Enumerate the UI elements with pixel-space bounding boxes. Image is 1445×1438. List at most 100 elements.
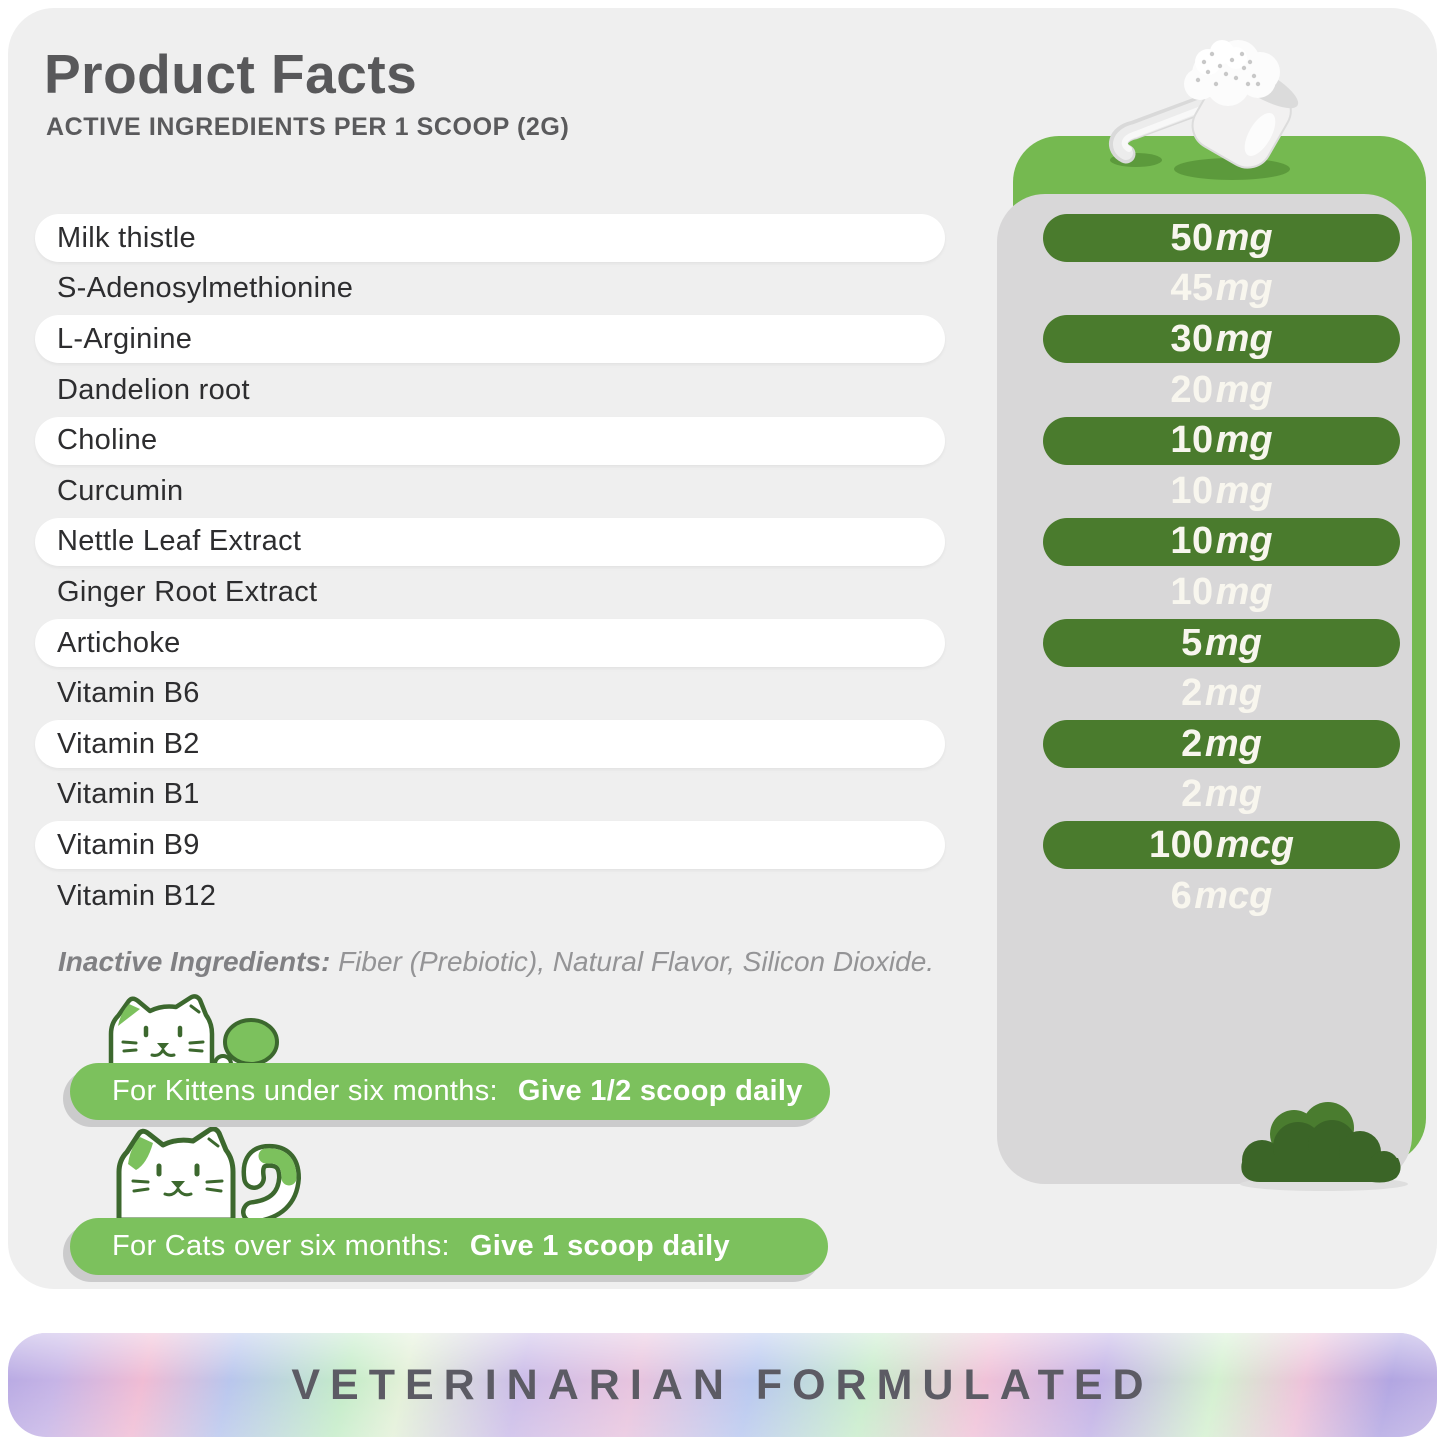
- page-title: Product Facts: [44, 43, 418, 105]
- amount-row: 2 mg: [1043, 770, 1400, 821]
- powder-scoop-icon: [1109, 40, 1299, 180]
- amount-pill: 50 mg: [1043, 214, 1400, 263]
- amount-row: 10 mg: [1043, 415, 1400, 466]
- amount-pill: 10 mg: [1043, 517, 1400, 566]
- amount-value: 10: [1170, 469, 1214, 512]
- amount-value: 10: [1170, 570, 1214, 613]
- amount-row: 100 mcg: [1043, 820, 1400, 871]
- ingredient-name: Vitamin B2: [57, 727, 200, 760]
- amount-row: 30 mg: [1043, 314, 1400, 365]
- amount-pill: 20 mg: [1043, 366, 1400, 414]
- veterinarian-formulated-banner: VETERINARIAN FORMULATED: [8, 1333, 1437, 1437]
- ingredient-name: Vitamin B6: [57, 677, 200, 710]
- ingredient-pill: Vitamin B2: [35, 720, 945, 769]
- inactive-ingredients: Inactive Ingredients: Fiber (Prebiotic),…: [58, 946, 934, 978]
- amounts-panel: 50 mg 45 mg 30 mg 20 mg 10 mg 10 mg 10 mg 10 mg 5 mg 2 mg 2 m…: [997, 136, 1426, 1184]
- ingredient-name: S-Adenosylmethionine: [57, 272, 354, 305]
- amount-unit: mg: [1215, 520, 1273, 563]
- ingredient-row: Vitamin B1: [35, 770, 945, 821]
- amount-unit: mg: [1215, 368, 1273, 411]
- amount-unit: mcg: [1194, 874, 1273, 917]
- ingredient-name: Vitamin B12: [57, 879, 217, 912]
- amount-unit: mg: [1215, 267, 1273, 310]
- amount-unit: mg: [1204, 722, 1262, 765]
- ingredient-pill: S-Adenosylmethionine: [35, 265, 945, 313]
- ingredient-row: Vitamin B9: [35, 820, 945, 871]
- amount-pill: 45 mg: [1043, 265, 1400, 313]
- ingredient-row: Vitamin B2: [35, 719, 945, 770]
- ingredient-pill: Milk thistle: [35, 214, 945, 263]
- ingredient-pill: Curcumin: [35, 467, 945, 515]
- amount-list: 50 mg 45 mg 30 mg 20 mg 10 mg 10 mg 10 mg 10 mg 5 mg 2 mg 2 m…: [1043, 213, 1400, 921]
- amount-row: 2 mg: [1043, 719, 1400, 770]
- cat-dosage-pill: For Cats over six months: Give 1 scoop d…: [70, 1218, 828, 1275]
- amount-unit: mcg: [1215, 823, 1295, 866]
- amount-unit: mg: [1215, 216, 1273, 259]
- amount-row: 2 mg: [1043, 668, 1400, 719]
- amount-row: 45 mg: [1043, 264, 1400, 315]
- ingredient-name: Choline: [57, 424, 158, 457]
- amount-unit: mg: [1204, 773, 1262, 816]
- amount-pill: 10 mg: [1043, 467, 1400, 515]
- amount-row: 50 mg: [1043, 213, 1400, 264]
- amount-unit: mg: [1204, 621, 1262, 664]
- amount-value: 10: [1170, 520, 1214, 563]
- amount-value: 50: [1170, 216, 1214, 259]
- kitten-dosage-pill: For Kittens under six months: Give 1/2 s…: [70, 1063, 830, 1120]
- amount-pill: 2 mg: [1043, 720, 1400, 769]
- amount-value: 45: [1170, 267, 1214, 310]
- ingredient-row: Vitamin B6: [35, 668, 945, 719]
- ingredient-row: S-Adenosylmethionine: [35, 264, 945, 315]
- ingredient-name: Vitamin B1: [57, 778, 200, 811]
- banner-text: VETERINARIAN FORMULATED: [291, 1360, 1154, 1409]
- ingredient-row: Choline: [35, 415, 945, 466]
- ingredient-row: Vitamin B12: [35, 871, 945, 922]
- inactive-ingredients-label: Inactive Ingredients:: [58, 946, 331, 977]
- amount-pill: 100 mcg: [1043, 821, 1400, 870]
- amount-unit: mg: [1215, 469, 1273, 512]
- kitten-icon: [108, 994, 279, 1068]
- ingredient-row: L-Arginine: [35, 314, 945, 365]
- amount-value: 100: [1148, 823, 1214, 866]
- amount-pill: 10 mg: [1043, 568, 1400, 616]
- amount-value: 2: [1181, 773, 1203, 816]
- amount-pill: 30 mg: [1043, 315, 1400, 364]
- kitten-dosage-label: For Kittens under six months:: [112, 1075, 498, 1107]
- ingredient-row: Artichoke: [35, 618, 945, 669]
- ingredient-pill: Choline: [35, 416, 945, 465]
- ingredient-pill: Vitamin B12: [35, 872, 945, 920]
- ingredient-pill: Ginger Root Extract: [35, 568, 945, 616]
- ingredient-name: Milk thistle: [57, 221, 196, 254]
- amount-pill: 2 mg: [1043, 670, 1400, 718]
- ingredient-pill: Vitamin B9: [35, 821, 945, 870]
- cat-dosage-instruction: Give 1 scoop daily: [469, 1230, 730, 1262]
- ingredient-name: Curcumin: [57, 474, 184, 507]
- ingredient-list: Milk thistle S-Adenosylmethionine L-Argini…: [35, 213, 945, 921]
- amount-row: 20 mg: [1043, 365, 1400, 416]
- bush-icon: [1240, 1102, 1408, 1191]
- ingredient-name: Vitamin B9: [57, 828, 200, 861]
- amount-pill: 2 mg: [1043, 771, 1400, 819]
- amount-value: 10: [1170, 419, 1214, 462]
- ingredient-name: Nettle Leaf Extract: [57, 525, 302, 558]
- ingredient-pill: Dandelion root: [35, 366, 945, 414]
- ingredient-pill: Vitamin B6: [35, 670, 945, 718]
- inactive-ingredients-text: Fiber (Prebiotic), Natural Flavor, Silic…: [330, 946, 935, 977]
- ingredient-pill: L-Arginine: [35, 315, 945, 364]
- ingredient-pill: Nettle Leaf Extract: [35, 517, 945, 566]
- subtitle: ACTIVE INGREDIENTS PER 1 SCOOP (2G): [46, 113, 570, 141]
- amount-unit: mg: [1215, 317, 1273, 360]
- amount-pill: 6 mcg: [1043, 872, 1400, 920]
- cat-icon: [116, 1126, 302, 1220]
- ingredient-pill: Artichoke: [35, 619, 945, 668]
- amount-value: 20: [1170, 368, 1214, 411]
- ingredient-row: Curcumin: [35, 466, 945, 517]
- amount-row: 6 mcg: [1043, 871, 1400, 922]
- ingredient-name: L-Arginine: [57, 322, 193, 355]
- ingredient-name: Ginger Root Extract: [57, 575, 318, 608]
- ingredient-pill: Vitamin B1: [35, 771, 945, 819]
- amount-row: 10 mg: [1043, 567, 1400, 618]
- ingredient-name: Artichoke: [57, 626, 181, 659]
- amount-unit: mg: [1204, 672, 1262, 715]
